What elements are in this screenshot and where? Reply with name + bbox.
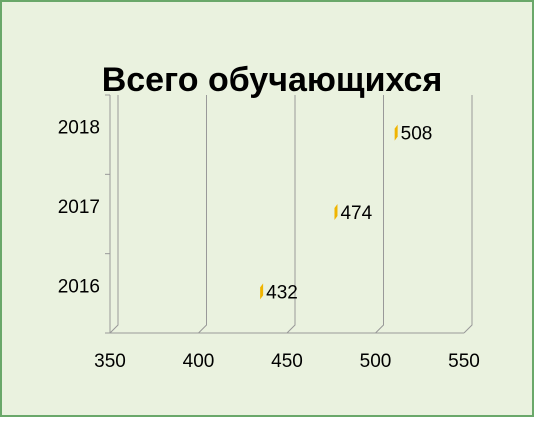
bar <box>394 124 398 141</box>
data-label: 508 <box>401 124 433 145</box>
y-tick-label: 2017 <box>58 197 100 218</box>
chart-title: Всего обучающихся <box>102 61 443 99</box>
data-label: 432 <box>266 282 298 303</box>
grid-line <box>109 95 119 334</box>
x-tick-label: 500 <box>360 351 392 372</box>
data-label: 474 <box>340 203 372 224</box>
y-tick-label: 2018 <box>58 118 100 139</box>
x-tick-label: 450 <box>271 351 303 372</box>
grid-line <box>375 95 384 334</box>
bar <box>334 204 338 220</box>
x-tick-label: 400 <box>183 351 215 372</box>
grid-line <box>463 95 473 334</box>
y-tick-label: 2016 <box>58 276 100 297</box>
x-tick-label: 350 <box>94 351 126 372</box>
grid-line <box>198 95 207 334</box>
grid-line <box>286 95 296 334</box>
x-tick-label: 550 <box>448 351 480 372</box>
bar <box>260 283 264 300</box>
